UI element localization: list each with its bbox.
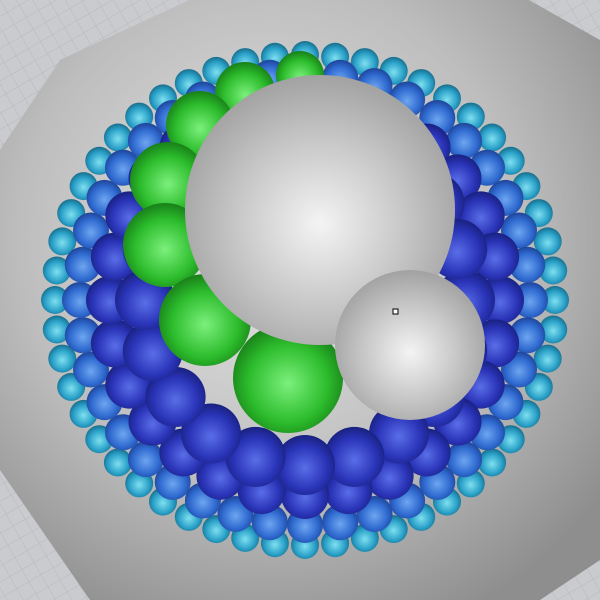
atom-sphere bbox=[42, 315, 71, 344]
atom-sphere bbox=[478, 448, 507, 477]
atom-sphere bbox=[533, 344, 562, 373]
atom-sphere bbox=[103, 123, 132, 152]
atom-sphere bbox=[446, 441, 483, 478]
atom-sphere bbox=[225, 426, 286, 487]
atom-sphere bbox=[275, 435, 335, 495]
gray-sphere bbox=[335, 270, 485, 420]
cursor bbox=[392, 308, 399, 315]
atom-sphere bbox=[42, 256, 71, 285]
sphere-cluster bbox=[41, 41, 569, 559]
atom-sphere bbox=[324, 426, 385, 487]
atom-sphere bbox=[127, 441, 164, 478]
atom-sphere bbox=[478, 123, 507, 152]
atom-sphere bbox=[539, 315, 568, 344]
atom-sphere bbox=[41, 286, 69, 314]
atom-sphere bbox=[533, 227, 562, 256]
atom-sphere bbox=[446, 122, 483, 159]
atom-sphere bbox=[48, 227, 77, 256]
atom-sphere bbox=[103, 448, 132, 477]
atom-sphere bbox=[145, 367, 206, 427]
atom-sphere bbox=[48, 344, 77, 373]
atom-sphere bbox=[233, 323, 343, 433]
atom-sphere bbox=[541, 286, 569, 314]
atom-sphere bbox=[539, 256, 568, 285]
